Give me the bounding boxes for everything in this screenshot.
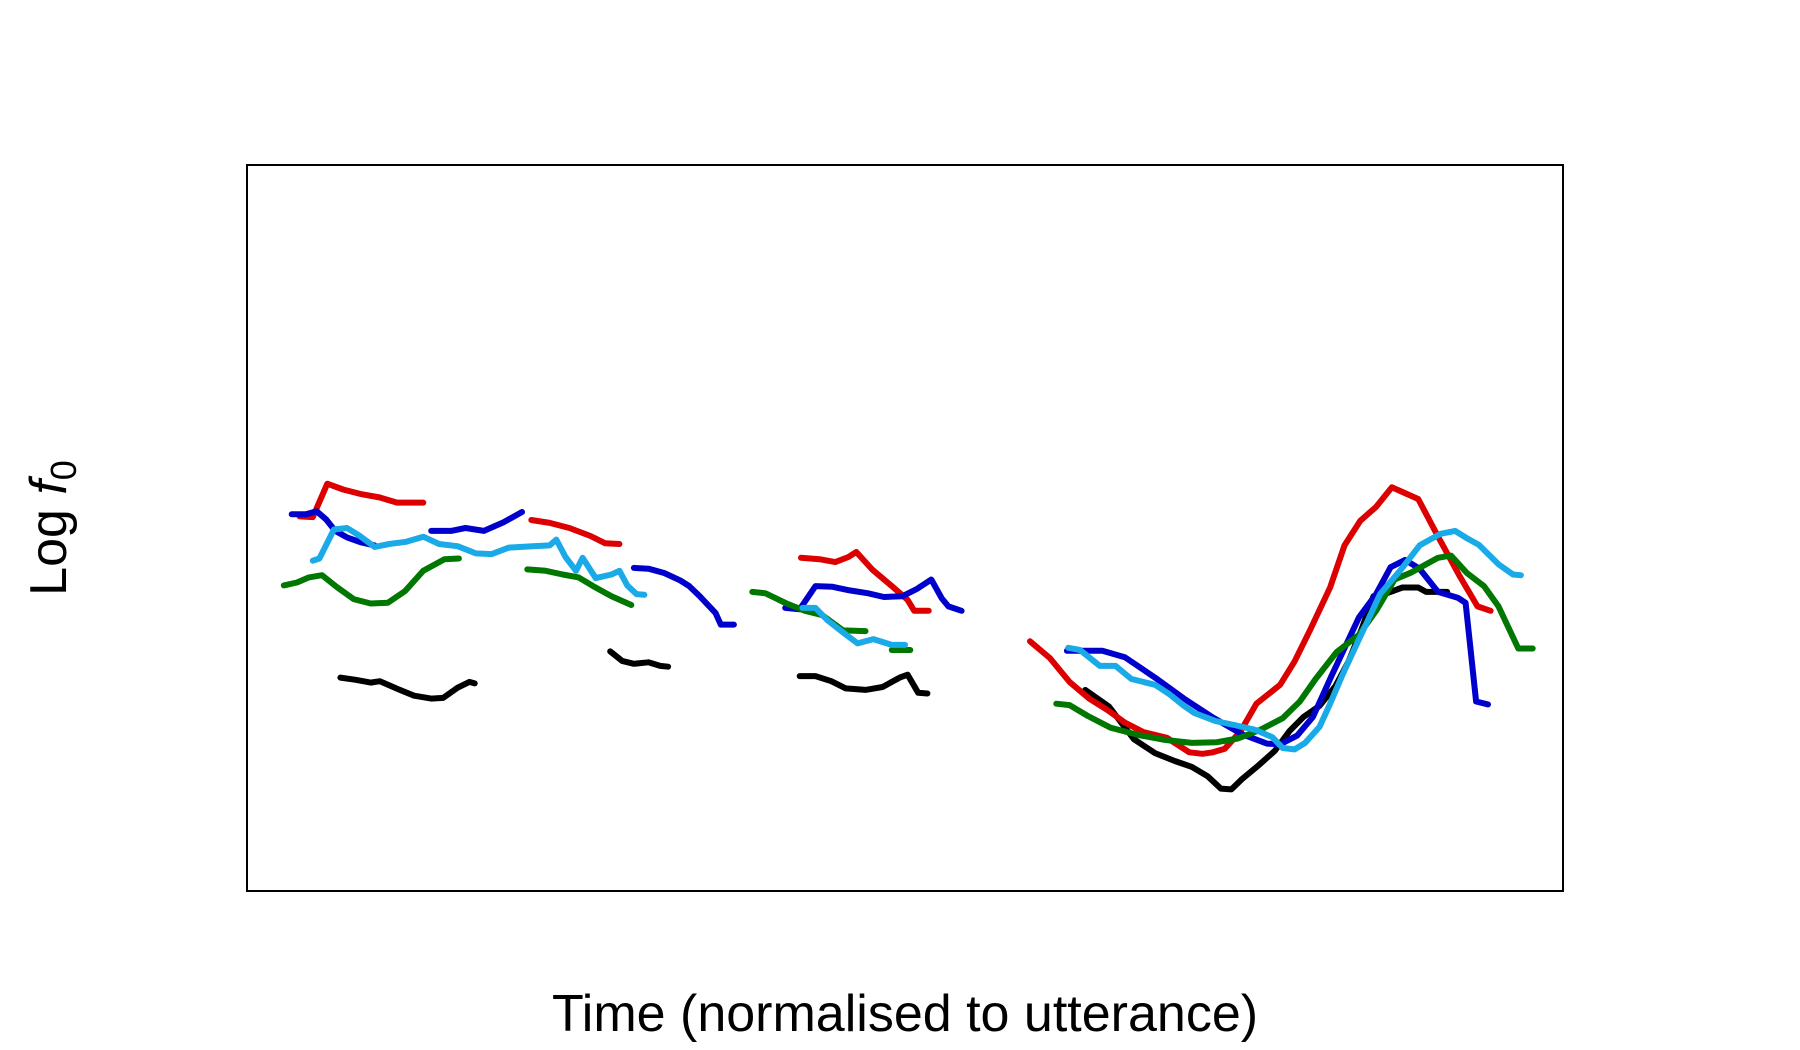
series-green-segment-2: [524, 566, 635, 608]
series-red-segment-1: [296, 480, 427, 521]
series-blue-segment-3: [630, 564, 737, 628]
y-axis-label-main: Log: [20, 495, 78, 596]
series-black-segment-1: [337, 674, 478, 702]
series-red: [296, 480, 1494, 757]
series-red-segment-4: [1027, 484, 1494, 757]
series-black-segment-2: [607, 648, 672, 670]
series-blue: [288, 508, 1491, 748]
series-layer: [280, 480, 1536, 793]
y-axis-label: Log f0: [20, 460, 84, 596]
y-axis-label-sub: 0: [43, 460, 84, 480]
series-blue-segment-1: [288, 508, 378, 549]
series-green-segment-1: [280, 555, 462, 607]
y-axis-label-var: f: [20, 476, 78, 495]
series-blue-segment-5: [1063, 556, 1491, 748]
series-cyan-segment-2: [799, 604, 908, 648]
series-blue-segment-4: [782, 576, 965, 614]
series-black-segment-4: [1082, 584, 1451, 793]
series-black: [337, 584, 1451, 793]
series-blue-segment-2: [428, 509, 525, 534]
series-red-segment-2: [528, 517, 623, 547]
series-green-segment-5: [1053, 552, 1536, 746]
series-black-segment-3: [796, 671, 931, 697]
series-cyan-segment-1: [309, 525, 648, 598]
series-cyan: [309, 525, 1524, 753]
x-axis-label: Time (normalised to utterance): [552, 985, 1258, 1043]
series-cyan-segment-3: [1065, 527, 1524, 753]
series-red-segment-3: [798, 549, 932, 614]
plot-frame: [246, 164, 1564, 892]
